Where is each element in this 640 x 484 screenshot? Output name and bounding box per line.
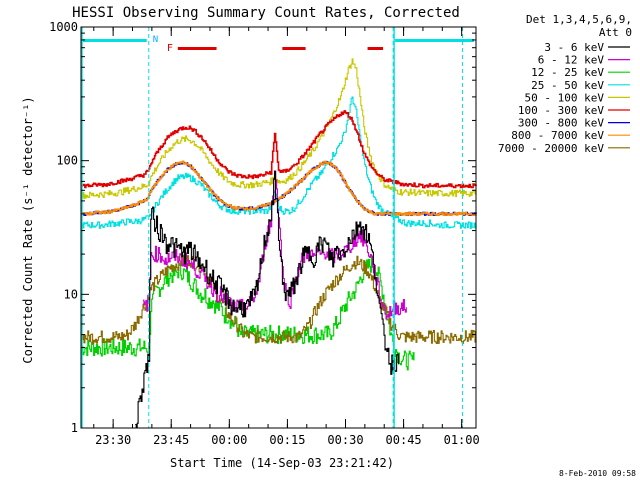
flare-flag-bar <box>282 47 306 50</box>
legend-label: 300 - 800 keV <box>518 117 604 130</box>
flare-flag-bar <box>177 47 217 50</box>
x-tick-label: 01:00 <box>444 433 480 447</box>
plot-area: NF 1 10 100 1000 23:30 23:45 00:00 00:15 00:30 00:… <box>49 20 480 447</box>
legend-header-line-2: Att 0 <box>599 26 632 39</box>
chart-title: HESSI Observing Summary Count Rates, Cor… <box>72 5 460 21</box>
series-line-800-7000-kev <box>81 160 477 216</box>
x-tick-label: 23:30 <box>95 433 131 447</box>
legend-label: 50 - 100 keV <box>525 91 605 104</box>
y-tick-label: 1 <box>71 421 78 435</box>
legend-label: 7000 - 20000 keV <box>498 142 604 155</box>
plot-frame <box>80 26 477 429</box>
x-tick-label: 00:45 <box>386 433 422 447</box>
legend-label: 6 - 12 keV <box>538 54 605 67</box>
y-tick-label: 1000 <box>49 20 78 34</box>
y-tick-label: 100 <box>56 154 78 168</box>
legend-header-line-1: Det 1,3,4,5,6,9, <box>526 13 632 26</box>
night-flag-bar <box>395 39 474 42</box>
series-line-3-6-kev <box>135 170 400 429</box>
night-flag-bar <box>83 39 147 42</box>
flare-flag-label: F <box>167 43 173 54</box>
footer-date: 8-Feb-2010 09:58 <box>559 469 636 478</box>
x-tick-label: 00:00 <box>211 433 247 447</box>
legend-label: 100 - 300 keV <box>518 104 604 117</box>
series-line-100-300-kev <box>81 110 477 189</box>
night-flag-label: N <box>153 35 158 45</box>
x-tick-label: 00:30 <box>327 433 363 447</box>
y-tick-label: 10 <box>64 287 78 301</box>
legend-label: 25 - 50 keV <box>531 79 604 92</box>
legend-label: 3 - 6 keV <box>544 41 604 54</box>
x-tick-label: 23:45 <box>153 433 189 447</box>
series-line-50-100-kev <box>81 58 477 200</box>
legend-header: Det 1,3,4,5,6,9, Att 0 <box>526 13 632 39</box>
flare-flag-bar <box>367 47 384 50</box>
x-tick-label: 00:15 <box>269 433 305 447</box>
x-axis-label: Start Time (14-Sep-03 23:21:42) <box>170 456 394 470</box>
legend-label: 800 - 7000 keV <box>511 129 604 142</box>
y-axis-label: Corrected Count Rate (s⁻¹ detector⁻¹) <box>21 96 35 363</box>
legend-label: 12 - 25 keV <box>531 66 604 79</box>
series-line-25-50-kev <box>81 96 477 229</box>
